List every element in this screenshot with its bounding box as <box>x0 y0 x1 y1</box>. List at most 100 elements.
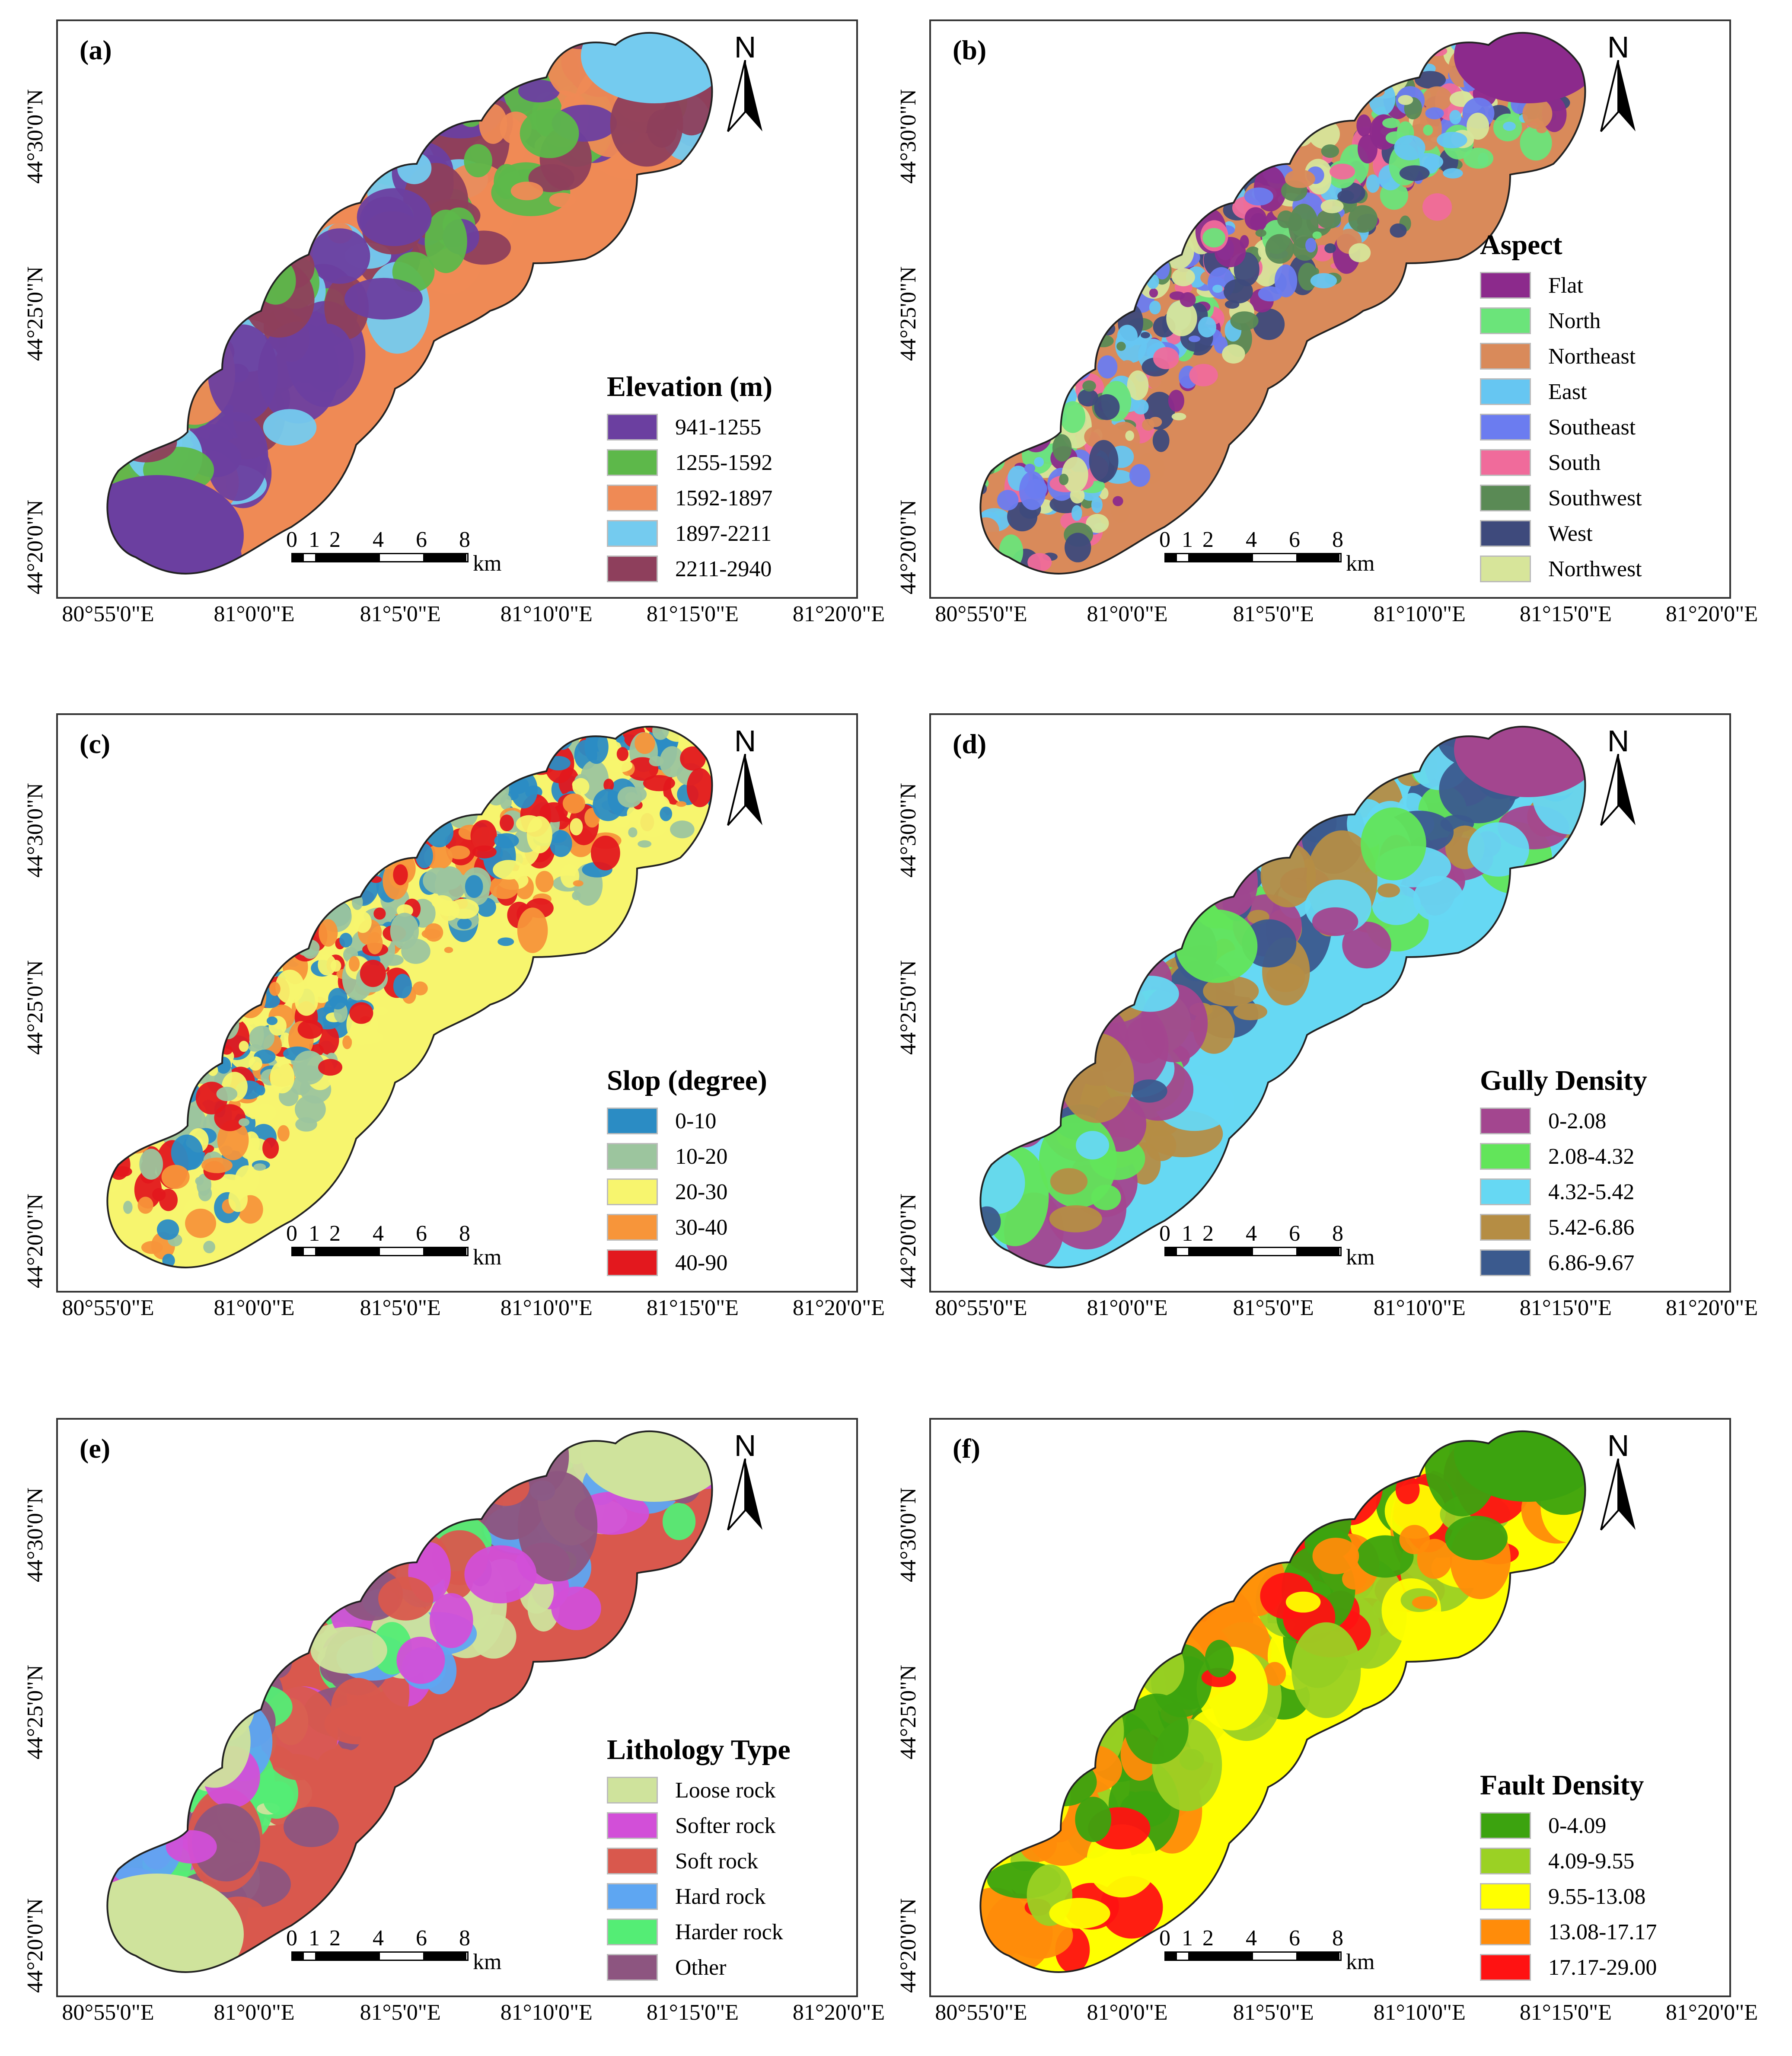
class-patch <box>123 1200 133 1214</box>
class-patch <box>1208 848 1258 916</box>
class-patch <box>191 1025 200 1034</box>
class-patch <box>1176 909 1258 983</box>
class-patch <box>1140 332 1150 338</box>
legend-label: Hard rock <box>675 1884 766 1909</box>
class-patch <box>339 932 353 948</box>
scale-tick: 1 <box>1182 1221 1193 1246</box>
class-patch <box>1198 316 1216 338</box>
class-patch <box>107 475 244 574</box>
class-patch <box>1265 234 1294 264</box>
legend-item: Loose rock <box>607 1772 791 1808</box>
legend-swatch <box>607 520 658 547</box>
class-patch <box>1377 883 1400 898</box>
legend-label: 941-1255 <box>675 415 762 440</box>
class-patch <box>581 1431 712 1502</box>
class-patch <box>1312 231 1322 239</box>
class-patch <box>1034 457 1044 467</box>
y-tick-label: 44°25'0"N <box>23 1665 48 1759</box>
region-outline <box>979 1430 1586 1973</box>
legend-swatch <box>607 485 658 511</box>
legend-title: Aspect <box>1480 229 1562 261</box>
legend-swatch <box>1480 1954 1531 1981</box>
class-patch <box>1285 169 1315 188</box>
class-patch <box>159 1100 188 1121</box>
scale-segments <box>1164 553 1342 562</box>
class-patch <box>1395 1475 1420 1504</box>
class-patch <box>168 1042 196 1077</box>
class-patch <box>318 1748 362 1779</box>
class-patch <box>696 726 710 740</box>
class-patch <box>627 806 641 821</box>
legend-label: 6.86-9.67 <box>1548 1250 1635 1275</box>
class-patch <box>161 1165 190 1189</box>
class-patch <box>381 1551 403 1566</box>
legend-item: West <box>1480 516 1642 551</box>
legend-item: East <box>1480 374 1642 409</box>
scale-tick: 2 <box>329 527 341 552</box>
legend-label: 1255-1592 <box>675 450 773 475</box>
class-patch <box>234 1686 263 1708</box>
class-patch <box>412 981 428 996</box>
class-patch <box>234 974 267 1018</box>
class-patch <box>1116 342 1126 351</box>
legend-swatch <box>1480 520 1531 547</box>
class-patch <box>159 1188 178 1211</box>
class-patch <box>1045 409 1062 433</box>
x-tick-label: 81°20'0"E <box>792 2000 885 2025</box>
legend-item: South <box>1480 445 1642 480</box>
legend-item: 4.32-5.42 <box>1480 1174 1647 1210</box>
class-patch <box>572 891 581 900</box>
legend-item: 1255-1592 <box>607 445 772 480</box>
legend-label: Loose rock <box>675 1778 776 1803</box>
y-tick-label: 44°20'0"N <box>23 1194 48 1288</box>
class-patch <box>1050 1168 1088 1195</box>
class-patch <box>1071 505 1082 521</box>
legend-swatch <box>1480 1178 1531 1205</box>
class-patch <box>1055 1736 1099 1763</box>
class-patch <box>1366 174 1380 193</box>
legend-item: Hard rock <box>607 1879 791 1914</box>
region-outline <box>106 725 713 1269</box>
class-patch <box>183 1077 197 1088</box>
class-patch <box>354 911 372 933</box>
class-patch <box>441 808 453 816</box>
legend-item: Harder rock <box>607 1914 791 1950</box>
class-patch <box>156 1089 180 1119</box>
legend-title: Slop (degree) <box>607 1065 767 1096</box>
class-patch <box>591 836 620 871</box>
class-patch <box>190 1697 214 1728</box>
class-patch <box>1003 432 1018 449</box>
class-patch <box>572 778 590 795</box>
class-patch <box>517 907 548 953</box>
legend-swatch <box>607 1178 658 1205</box>
class-patch <box>166 1830 217 1864</box>
class-patch <box>226 953 257 982</box>
class-patch <box>113 1166 132 1177</box>
class-patch <box>1310 273 1337 289</box>
class-patch <box>1078 389 1099 407</box>
legend-item: 10-20 <box>607 1139 767 1174</box>
study-area-map <box>979 23 1586 575</box>
class-patch <box>1467 112 1489 140</box>
x-tick-label: 80°55'0"E <box>935 2000 1027 2025</box>
class-patch <box>581 32 712 103</box>
class-patch <box>1019 471 1046 510</box>
class-patch <box>185 1208 217 1238</box>
legend-swatch <box>607 1848 658 1874</box>
north-label: N <box>734 30 756 64</box>
legend-swatch <box>1480 1249 1531 1276</box>
class-patch <box>643 775 675 792</box>
legend: Fault Density 0-4.09 4.09-9.55 9.55-13.08 13… <box>1480 1769 1657 1985</box>
class-patch <box>297 1020 323 1039</box>
class-patch <box>1320 199 1344 214</box>
class-patch <box>1483 32 1494 36</box>
x-tick-label: 81°15'0"E <box>646 602 739 626</box>
class-patch <box>1135 252 1153 266</box>
class-patch <box>1148 371 1174 391</box>
class-patch <box>1113 496 1123 506</box>
legend-swatch <box>607 449 658 476</box>
class-patch <box>1075 1797 1112 1842</box>
scale-bar: 0 1 2 4 6 8 km <box>286 527 501 576</box>
class-patch <box>1475 23 1489 33</box>
class-patch <box>216 1086 238 1101</box>
